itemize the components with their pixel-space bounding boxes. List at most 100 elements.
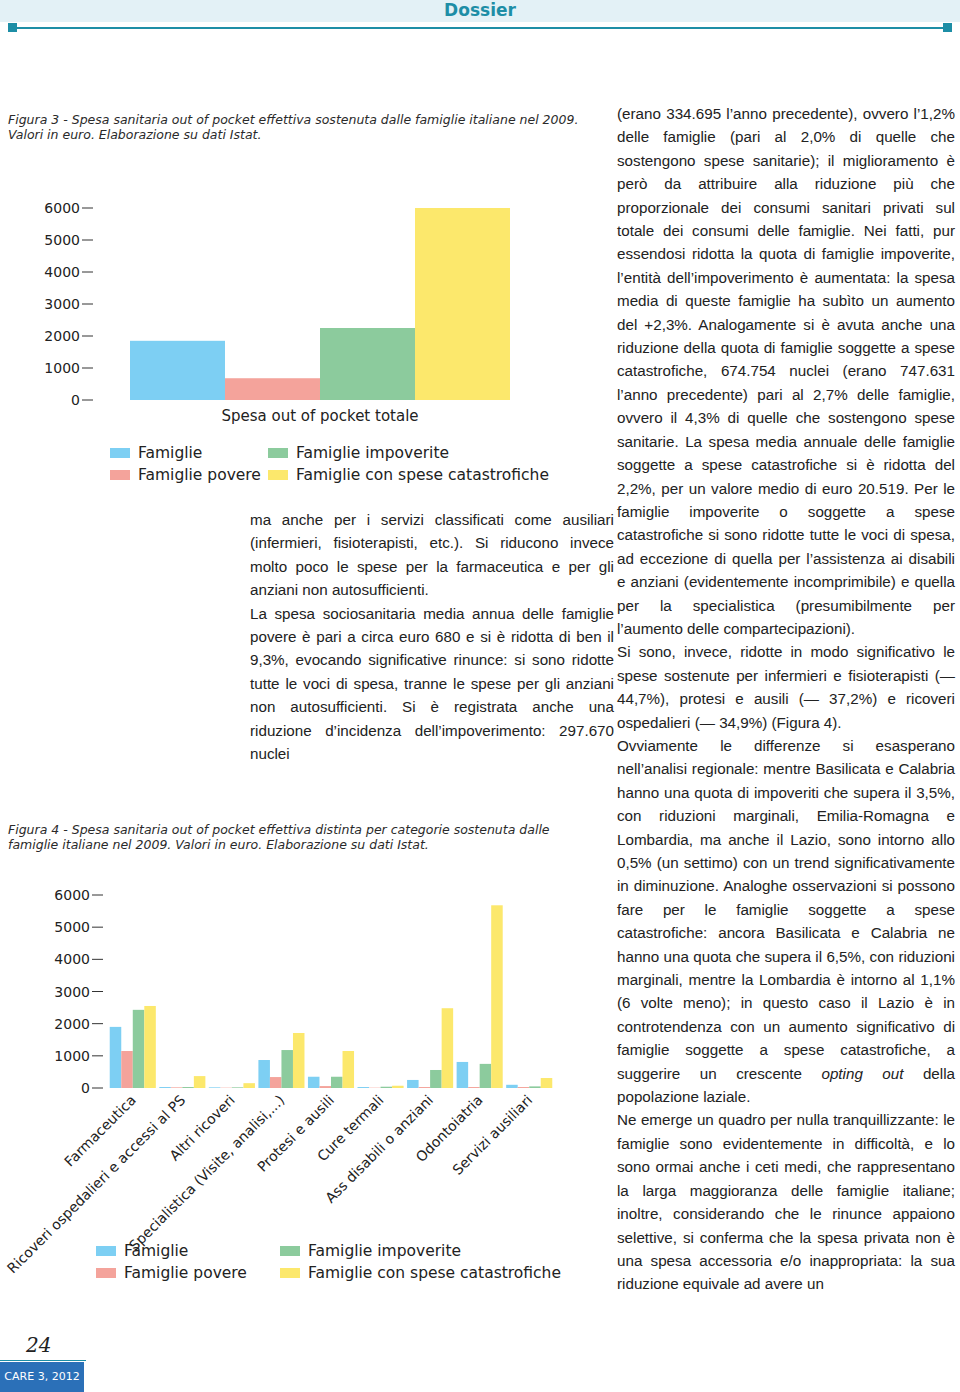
y-tick-label: 1000 xyxy=(44,360,80,376)
y-tick-label: 6000 xyxy=(44,200,80,216)
bar xyxy=(182,1087,194,1088)
legend-label: Famiglie impoverite xyxy=(296,444,449,462)
legend-swatch xyxy=(280,1268,300,1278)
chart: 0100020003000400050006000Spesa out of po… xyxy=(44,200,549,484)
bar xyxy=(369,1087,381,1088)
y-tick-label: 2000 xyxy=(44,328,80,344)
y-tick-label: 3000 xyxy=(44,296,80,312)
paragraph: Ovviamente le differenze si esasperano n… xyxy=(617,734,955,1109)
bar xyxy=(281,1050,293,1088)
journal-label: CARE 3, 2012 xyxy=(0,1362,84,1392)
bar xyxy=(209,1087,221,1088)
y-tick xyxy=(92,991,103,992)
bar xyxy=(225,378,320,400)
y-tick xyxy=(82,304,93,305)
legend-swatch xyxy=(280,1246,300,1256)
y-tick-label: 1000 xyxy=(54,1048,90,1064)
legend-swatch xyxy=(110,448,130,458)
bar xyxy=(320,328,415,400)
y-tick xyxy=(82,240,93,241)
y-tick xyxy=(92,1088,103,1089)
y-tick-label: 5000 xyxy=(54,919,90,935)
bar xyxy=(319,1086,331,1088)
paragraph: La spesa sociosanitaria media annua dell… xyxy=(250,602,614,766)
bar xyxy=(171,1087,183,1088)
y-tick xyxy=(82,336,93,337)
bar xyxy=(110,1027,122,1088)
y-tick-label: 3000 xyxy=(54,984,90,1000)
bar xyxy=(419,1087,431,1088)
y-tick xyxy=(92,959,103,960)
text-run: Ovviamente le differenze si esasperano n… xyxy=(617,737,955,1082)
bar xyxy=(442,1008,454,1088)
bar xyxy=(308,1077,320,1088)
text-column: (erano 334.695 l’anno precedente), ovver… xyxy=(617,102,955,1296)
y-tick-label: 0 xyxy=(71,392,80,408)
legend-swatch xyxy=(96,1268,116,1278)
paragraph: Si sono, invece, ridotte in modo signifi… xyxy=(617,640,955,734)
legend-label: Famiglie xyxy=(124,1242,188,1260)
y-tick-label: 4000 xyxy=(44,264,80,280)
bar xyxy=(194,1076,206,1088)
header-rule xyxy=(14,27,946,29)
bar xyxy=(541,1078,553,1088)
bar xyxy=(232,1087,244,1088)
legend-label: Famiglie povere xyxy=(124,1264,247,1282)
legend-label: Famiglie con spese catastrofiche xyxy=(296,466,549,484)
paragraph: (erano 334.695 l’anno precedente), ovver… xyxy=(617,102,955,640)
bars xyxy=(110,905,553,1088)
bar xyxy=(331,1077,343,1088)
figure-caption: Figura 3 - Spesa sanitaria out of pocket… xyxy=(8,112,583,142)
text-column: ma anche per i servizi classificati come… xyxy=(250,508,614,765)
section-title: Dossier xyxy=(380,0,580,21)
legend-swatch xyxy=(268,470,288,480)
legend-swatch xyxy=(110,470,130,480)
bar xyxy=(159,1087,171,1088)
bar xyxy=(270,1077,282,1088)
paragraph: ma anche per i servizi classificati come… xyxy=(250,508,614,602)
bar xyxy=(121,1051,133,1088)
header-square xyxy=(943,23,952,32)
footer-rule xyxy=(0,1360,86,1361)
page-number: 24 xyxy=(26,1333,66,1357)
bar xyxy=(133,1010,145,1088)
text-run-italic: opting out xyxy=(821,1065,903,1082)
bar xyxy=(381,1087,393,1088)
legend-label: Famiglie impoverite xyxy=(308,1242,461,1260)
bar xyxy=(457,1062,469,1088)
y-tick-label: 6000 xyxy=(54,887,90,903)
y-tick xyxy=(82,272,93,273)
y-tick xyxy=(92,1023,103,1024)
legend-label: Famiglie con spese catastrofiche xyxy=(308,1264,561,1282)
y-tick xyxy=(92,895,103,896)
y-tick xyxy=(82,208,93,209)
bar xyxy=(343,1051,355,1088)
bar xyxy=(392,1086,404,1088)
y-tick xyxy=(82,400,93,401)
bar xyxy=(358,1087,370,1088)
paragraph: Ne emerge un quadro per nulla tranquilli… xyxy=(617,1108,955,1295)
bar xyxy=(529,1086,541,1088)
bar xyxy=(243,1083,255,1088)
figure-caption: Figura 4 - Spesa sanitaria out of pocket… xyxy=(8,822,563,852)
legend-label: Famiglie povere xyxy=(138,466,261,484)
legend-swatch xyxy=(268,448,288,458)
chart: 0100020003000400050006000FarmaceuticaRic… xyxy=(4,887,561,1282)
bar xyxy=(480,1064,492,1088)
category-label: Servizi ausiliari xyxy=(449,1092,535,1178)
y-tick-label: 0 xyxy=(81,1080,90,1096)
bar xyxy=(415,208,510,400)
bar xyxy=(506,1085,518,1088)
y-tick-label: 5000 xyxy=(44,232,80,248)
bar xyxy=(518,1087,530,1088)
bar xyxy=(430,1070,442,1088)
bar xyxy=(130,341,225,400)
bar xyxy=(220,1087,232,1088)
y-tick xyxy=(92,1055,103,1056)
header-square xyxy=(8,23,17,32)
bar xyxy=(491,905,503,1088)
y-tick-label: 4000 xyxy=(54,951,90,967)
y-tick xyxy=(92,927,103,928)
bar xyxy=(144,1006,156,1088)
bar xyxy=(258,1060,270,1088)
